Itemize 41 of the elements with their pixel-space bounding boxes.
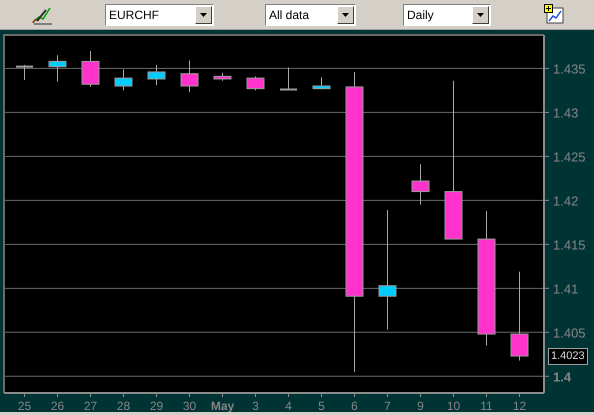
y-tick-label: 1.4 (553, 369, 572, 384)
dropdown-field: All data (265, 4, 356, 26)
y-tick-label: 1.425 (553, 149, 586, 164)
x-tick-label: 5 (318, 399, 326, 413)
candlestick (412, 164, 430, 206)
candlestick (246, 76, 264, 91)
x-tick-label: 4 (285, 399, 292, 413)
x-tick-label: 28 (116, 399, 130, 413)
x-tick-label: 27 (84, 399, 98, 413)
dropdown-field: Daily (403, 4, 491, 26)
dropdown-field: EURCHF (105, 4, 214, 26)
y-tick-label: 1.435 (553, 61, 586, 76)
candlestick (15, 64, 34, 80)
candlestick (279, 67, 298, 91)
candlestick (510, 271, 528, 361)
x-tick-label: 30 (182, 399, 196, 413)
x-tick-label: 7 (384, 399, 392, 413)
x-tick-label: 6 (351, 399, 358, 413)
chart-title: EURCHF (109, 8, 159, 22)
y-tick-label: 1.405 (553, 325, 586, 340)
x-tick-label: 26 (50, 399, 64, 413)
x-tick-label: 11 (480, 399, 494, 413)
y-tick-label: 1.415 (553, 237, 586, 252)
candlestick (180, 60, 198, 93)
x-tick-label: 12 (512, 399, 526, 413)
candlestick (148, 64, 166, 86)
x-tick-label: 9 (417, 399, 424, 413)
x-tick-label: May (210, 399, 234, 413)
candlestick (114, 68, 132, 91)
x-tick-label: 10 (446, 399, 460, 413)
candlestick (82, 50, 100, 88)
candlestick (48, 54, 66, 82)
x-tick-label: 29 (150, 399, 164, 413)
x-tick-label: 3 (252, 399, 260, 413)
price-tag: 1.4023 (548, 348, 588, 366)
candlestick (378, 210, 396, 330)
y-tick-label: 1.41 (553, 281, 578, 296)
x-tick-label: 25 (18, 399, 32, 413)
candlestick (312, 76, 330, 90)
y-tick-label: 1.43 (553, 105, 578, 120)
y-tick-label: 1.42 (553, 193, 578, 208)
